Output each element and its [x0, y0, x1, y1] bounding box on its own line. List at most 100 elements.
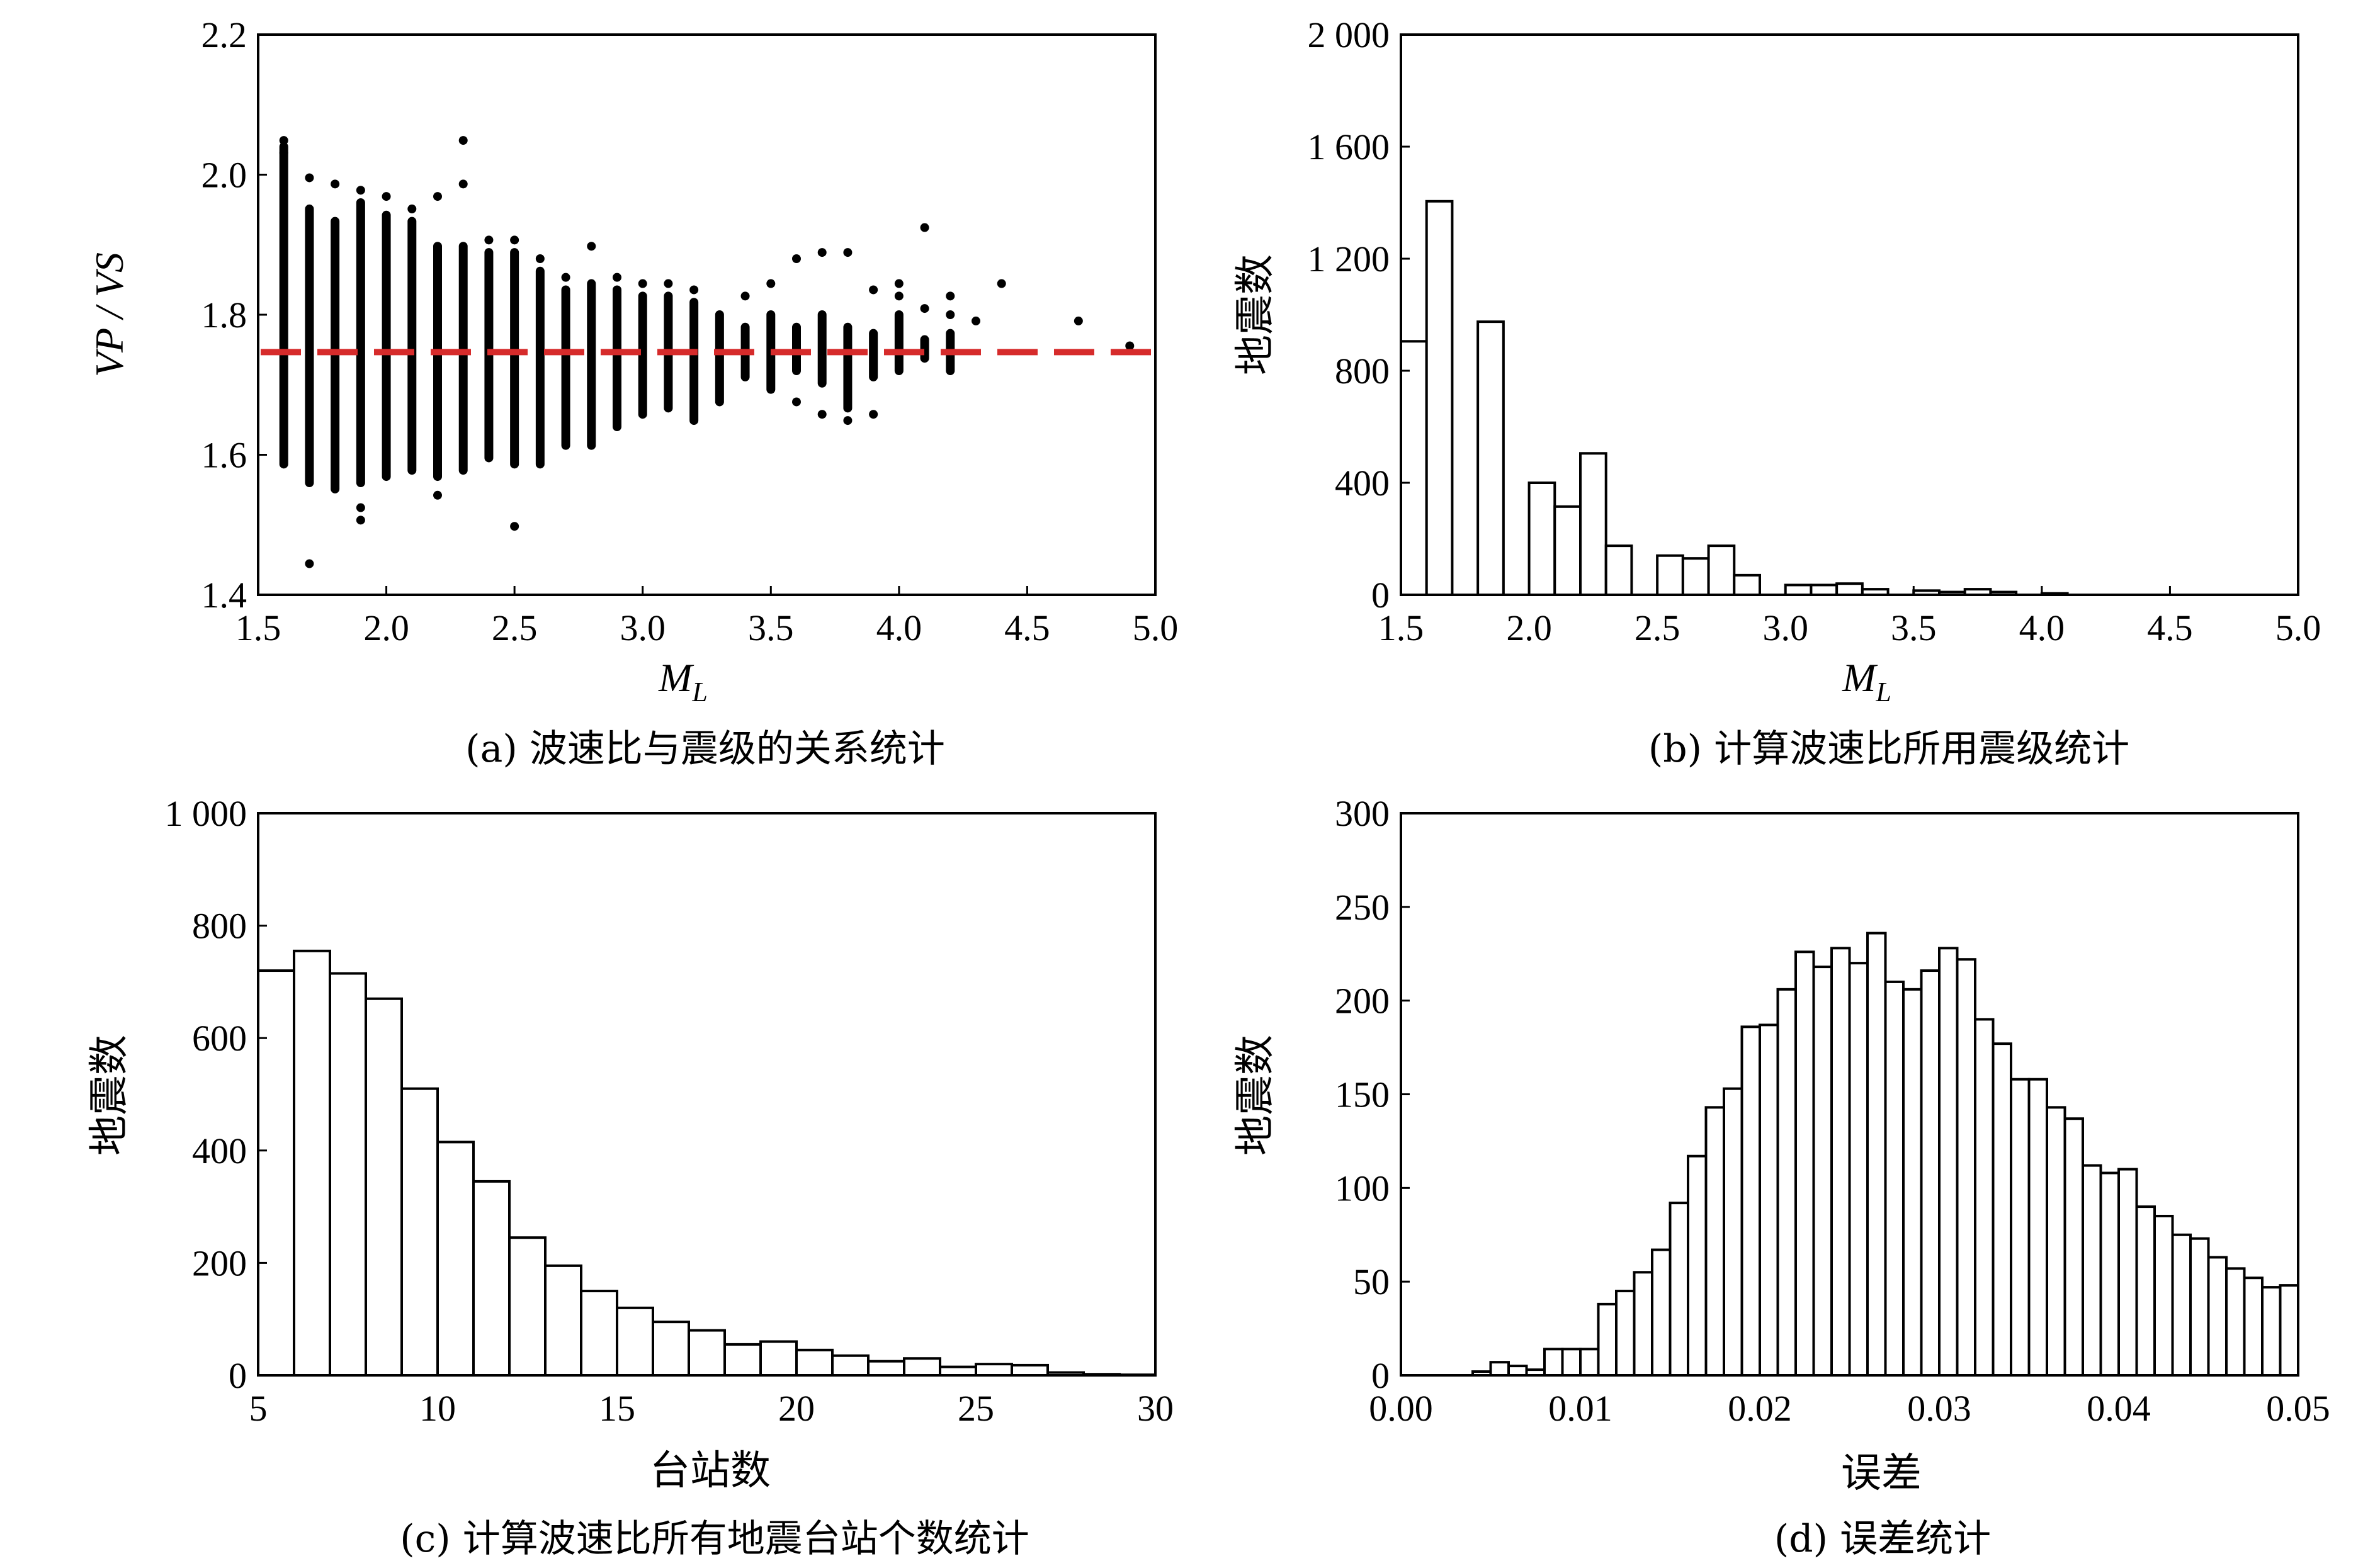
a-scatter-point: [869, 410, 878, 419]
c-histogram-bar: [723, 1343, 762, 1377]
panel-a-y-tick-labels: 1.4 1.6 1.8 2.0 2.2: [201, 14, 267, 616]
c-histogram-bar: [688, 1329, 726, 1377]
panel-c-histogram: 5 10 15 20 25 30 0 200 400 600 800 1 000 台站数 地震数 (…: [87, 793, 1174, 1561]
a-scatter-point: [792, 397, 801, 407]
panel-a-x-tick-labels: 1.5 2.0 2.5 3.0 3.5 4.0 4.5 5.0: [235, 586, 1178, 648]
panel-d-y-tick-labels: 0 50 100 150 200 250 300: [1335, 793, 1410, 1396]
a-scatter-point: [331, 179, 340, 189]
a-scatter-point: [458, 179, 468, 189]
c-y-tick-label: 600: [192, 1018, 247, 1059]
c-histogram-bar: [975, 1363, 1013, 1377]
a-scatter-point: [792, 254, 801, 263]
a-scatter-point: [382, 192, 391, 201]
d-histogram-bar: [1507, 1365, 1528, 1377]
a-x-tick-label: 4.5: [1004, 607, 1050, 648]
d-histogram-bar: [1704, 1106, 1725, 1377]
panel-d-x-axis-label: 误差: [1841, 1451, 1922, 1496]
b-histogram-bar: [1835, 582, 1864, 597]
a-y-tick-label: 1.6: [201, 435, 247, 476]
b-histogram-bar: [1733, 573, 1761, 596]
b-histogram-bar: [1553, 505, 1582, 597]
d-histogram-bar: [1956, 958, 1976, 1377]
a-scatter-point: [843, 248, 853, 257]
c-x-tick-label: 30: [1137, 1388, 1174, 1429]
panel-a-x-axis-label: ML: [658, 655, 708, 707]
b-histogram-bar: [1707, 544, 1736, 596]
d-histogram-bar: [2189, 1237, 2210, 1377]
c-histogram-bar: [580, 1290, 618, 1377]
panel-b-x-axis-label: ML: [1842, 655, 1891, 707]
panel-a-scatter-chart: 1.5 2.0 2.5 3.0 3.5 4.0 4.5 5.0 1.4 1.6 1.8 2.0 2.2…: [87, 14, 1178, 771]
b-histogram-bar: [1604, 544, 1633, 596]
c-histogram-bar: [616, 1306, 654, 1377]
panel-d-caption: (d) 误差统计: [1774, 1517, 1991, 1561]
a-scatter-point: [587, 242, 596, 251]
d-histogram-bar: [2171, 1233, 2192, 1377]
a-scatter-point: [869, 285, 878, 295]
c-x-tick-label: 10: [419, 1388, 456, 1429]
b-x-tick-label: 3.0: [1762, 607, 1808, 648]
b-x-tick-label: 4.0: [2019, 607, 2065, 648]
b-x-tick-label: 4.5: [2147, 607, 2193, 648]
d-histogram-bar: [2261, 1286, 2282, 1377]
panel-b-caption: (b) 计算波速比所用震级统计: [1648, 727, 2129, 771]
d-histogram-bar: [1687, 1154, 1708, 1377]
c-histogram-bar: [400, 1087, 439, 1377]
c-histogram-bar: [939, 1365, 977, 1377]
d-x-tick-label: 0.04: [2087, 1388, 2151, 1429]
a-x-tick-label: 2.0: [363, 607, 409, 648]
a-y-tick-label: 1.4: [201, 575, 247, 616]
panel-a-plot-frame: [257, 33, 1157, 596]
b-histogram-bar: [1656, 554, 1684, 597]
d-x-tick-label: 0.00: [1369, 1388, 1433, 1429]
panel-d-bars: [1471, 932, 2299, 1377]
d-histogram-bar: [1866, 932, 1887, 1377]
b-y-tick-label: 0: [1371, 575, 1390, 616]
b-histogram-bar: [1681, 557, 1710, 597]
c-histogram-bar: [652, 1321, 690, 1377]
b-histogram-bar: [1810, 583, 1839, 596]
a-scatter-point: [664, 279, 673, 288]
a-scatter-point: [510, 522, 519, 531]
a-scatter-point: [279, 136, 288, 145]
a-scatter-point: [689, 285, 699, 295]
c-x-tick-label: 25: [958, 1388, 994, 1429]
c-histogram-bar: [867, 1360, 905, 1377]
d-histogram-bar: [1830, 947, 1851, 1377]
panel-b-y-axis-label: 地震数: [1233, 254, 1278, 375]
d-y-tick-label: 0: [1371, 1355, 1390, 1396]
d-histogram-bar: [1848, 962, 1869, 1377]
b-y-tick-label: 1 200: [1308, 239, 1390, 279]
b-histogram-bar: [1476, 320, 1505, 596]
c-y-tick-label: 400: [192, 1130, 247, 1171]
c-histogram-bar: [329, 972, 367, 1377]
d-histogram-bar: [1812, 966, 1833, 1377]
c-x-tick-label: 20: [778, 1388, 815, 1429]
panel-c-plot-frame: [257, 812, 1157, 1377]
b-y-tick-label: 1 600: [1308, 127, 1390, 167]
c-histogram-bar: [795, 1348, 834, 1377]
c-y-tick-label: 200: [192, 1243, 247, 1283]
panel-d-histogram: 0.00 0.01 0.02 0.03 0.04 0.05 0 50 100 150 200 250…: [1233, 793, 2330, 1561]
a-scatter-point: [305, 173, 314, 183]
d-y-tick-label: 150: [1335, 1074, 1390, 1115]
a-y-tick-label: 2.2: [201, 14, 247, 55]
d-y-tick-label: 50: [1353, 1261, 1390, 1302]
a-scatter-point: [817, 410, 827, 419]
a-scatter-point: [356, 503, 365, 512]
d-histogram-bar: [2046, 1106, 2066, 1377]
a-x-tick-label: 4.0: [876, 607, 922, 648]
a-scatter-point: [561, 273, 570, 282]
panel-a-data-marks: [279, 136, 1135, 568]
c-histogram-bar: [436, 1141, 475, 1377]
b-x-tick-label: 3.5: [1891, 607, 1937, 648]
c-histogram-bar: [472, 1180, 511, 1377]
b-y-tick-label: 400: [1335, 463, 1390, 504]
c-x-tick-label: 15: [599, 1388, 635, 1429]
b-y-tick-label: 2 000: [1308, 14, 1390, 55]
d-histogram-bar: [1920, 969, 1941, 1377]
d-x-tick-label: 0.05: [2266, 1388, 2330, 1429]
a-scatter-point: [946, 310, 955, 319]
panel-c-y-axis-label: 地震数: [87, 1035, 132, 1156]
a-scatter-point: [279, 148, 288, 157]
